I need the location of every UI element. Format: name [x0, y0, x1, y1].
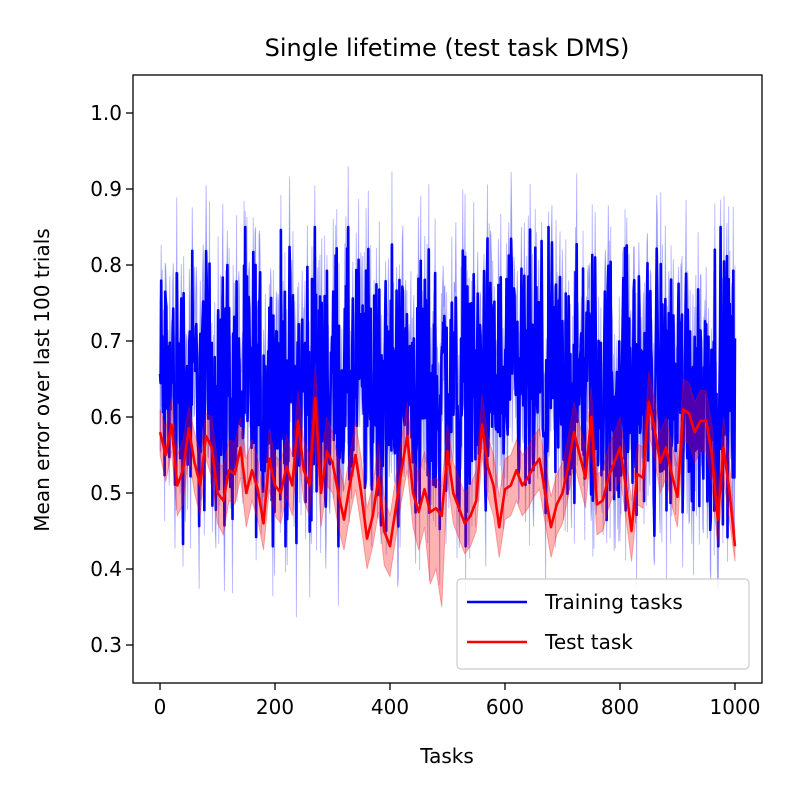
legend-box [456, 578, 750, 670]
legend-label: Training tasks [544, 590, 683, 614]
axes-frame [132, 74, 763, 684]
x-tick-label: 400 [371, 695, 409, 719]
y-tick-label: 0.4 [90, 557, 122, 581]
x-tick-label: 800 [601, 695, 639, 719]
chart-title: Single lifetime (test task DMS) [265, 34, 630, 62]
y-axis-label: Mean error over last 100 trials [30, 228, 54, 531]
x-axis-label: Tasks [419, 744, 474, 768]
x-tick-label: 0 [154, 695, 167, 719]
legend: Training tasks Test task [456, 578, 750, 670]
y-tick-label: 1.0 [90, 101, 122, 125]
y-tick-label: 0.5 [90, 481, 122, 505]
y-tick-label: 0.9 [90, 177, 122, 201]
y-tick-label: 0.7 [90, 329, 122, 353]
test-task-line [158, 396, 737, 548]
x-tick-label: 200 [256, 695, 294, 719]
legend-label: Test task [544, 630, 633, 654]
y-tick-label: 0.3 [90, 633, 122, 657]
x-tick-label: 1000 [710, 695, 761, 719]
y-tick-label: 0.6 [90, 405, 122, 429]
plot-area [158, 166, 737, 618]
y-tick-label: 0.8 [90, 253, 122, 277]
axes: 0 200 400 600 800 1000 0.3 0.4 0.5 0.6 0.7 0.8 0.9 1.… [90, 74, 763, 719]
x-tick-label: 600 [486, 695, 524, 719]
